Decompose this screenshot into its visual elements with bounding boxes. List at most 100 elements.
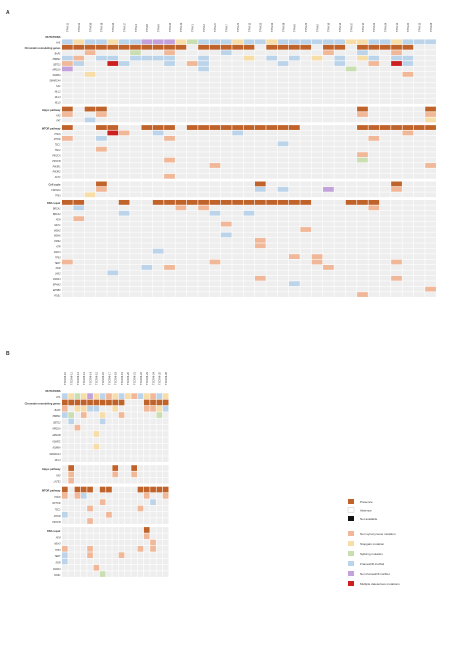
- cell-empty: [80, 437, 87, 444]
- cell-presence: [402, 44, 414, 50]
- cell-empty: [164, 117, 175, 123]
- cell-frameshift: [162, 405, 169, 412]
- cell-empty: [368, 71, 380, 77]
- cell-empty: [345, 168, 357, 174]
- cell-empty: [357, 275, 368, 281]
- cell-empty: [323, 281, 334, 287]
- cell-empty: [137, 527, 144, 533]
- cell-presence: [368, 125, 380, 130]
- cell-splicing: [186, 39, 198, 45]
- row-label-hippo-pathway: Hippo pathway: [42, 108, 61, 112]
- cell-empty: [93, 465, 100, 471]
- cell-frameshift: [209, 39, 221, 45]
- cell-empty: [164, 227, 175, 232]
- cell-empty: [357, 286, 368, 292]
- cell-non_synonymous: [106, 393, 112, 399]
- cell-empty: [96, 173, 107, 179]
- cell-empty: [93, 527, 100, 533]
- cell-empty: [87, 564, 93, 571]
- cell-empty: [334, 146, 346, 152]
- cell-empty: [391, 254, 402, 259]
- cell-empty: [345, 50, 357, 56]
- column-label: TPM-10: [361, 22, 365, 32]
- cell-empty: [125, 533, 131, 540]
- cell-empty: [130, 125, 141, 130]
- cell-presence: [143, 399, 150, 406]
- cell-empty: [107, 163, 119, 168]
- cell-empty: [266, 205, 278, 211]
- cell-frameshift: [62, 393, 68, 399]
- cell-empty: [334, 99, 346, 104]
- cell-empty: [152, 66, 164, 72]
- cell-empty: [84, 163, 96, 168]
- cell-empty: [141, 192, 153, 198]
- cell-empty: [357, 88, 368, 94]
- cell-empty: [311, 71, 323, 77]
- cell-empty: [391, 221, 402, 227]
- cell-empty: [379, 216, 391, 222]
- cell-empty: [84, 141, 96, 147]
- cell-empty: [368, 192, 380, 198]
- cell-empty: [391, 66, 402, 72]
- cell-empty: [220, 55, 232, 61]
- cell-empty: [130, 221, 141, 227]
- cell-empty: [425, 157, 436, 163]
- cell-empty: [118, 259, 130, 265]
- cell-frameshift: [150, 499, 156, 505]
- cell-empty: [152, 205, 164, 211]
- cell-empty: [62, 424, 68, 431]
- cell-empty: [289, 192, 300, 198]
- cell-empty: [368, 152, 380, 158]
- column-label: TSCRM-24: [151, 371, 155, 385]
- cell-empty: [62, 82, 73, 88]
- cell-empty: [141, 199, 153, 205]
- cell-empty: [413, 205, 425, 211]
- cell-empty: [125, 511, 131, 518]
- cell-empty: [277, 66, 289, 72]
- row-label-ephb6: EPHB6: [53, 290, 61, 292]
- cell-empty: [266, 181, 278, 187]
- cell-empty: [73, 210, 85, 216]
- cell-empty: [357, 181, 368, 187]
- cell-non_synonymous: [164, 173, 175, 179]
- cell-empty: [334, 227, 346, 232]
- cell-empty: [289, 232, 300, 238]
- cell-empty: [137, 539, 144, 546]
- cell-empty: [357, 205, 368, 211]
- cell-empty: [220, 210, 232, 216]
- legend-label-splicing-mutation: Splicing mutation: [360, 552, 383, 556]
- cell-frameshift: [402, 39, 414, 45]
- cell-empty: [243, 130, 255, 136]
- cell-empty: [391, 163, 402, 168]
- cell-empty: [277, 117, 289, 123]
- cell-empty: [254, 205, 266, 211]
- row-label-jak2: JAK2: [55, 273, 61, 276]
- cell-empty: [300, 192, 312, 198]
- cell-splicing: [130, 50, 141, 56]
- cell-empty: [118, 99, 130, 104]
- cell-empty: [277, 221, 289, 227]
- cell-empty: [162, 418, 169, 425]
- row-label-cdkn2a: CDKN2A: [51, 189, 61, 192]
- cell-empty: [125, 486, 131, 493]
- cell-empty: [334, 157, 346, 163]
- cell-empty: [73, 270, 85, 276]
- cell-empty: [289, 152, 300, 158]
- cell-empty: [379, 50, 391, 56]
- cell-empty: [357, 237, 368, 243]
- cell-empty: [143, 450, 150, 456]
- cell-empty: [141, 93, 153, 99]
- cell-empty: [266, 141, 278, 147]
- row-label-mutations: MUTATIONS: [45, 35, 60, 39]
- cell-empty: [402, 66, 414, 72]
- cell-empty: [209, 112, 221, 117]
- cell-empty: [107, 112, 119, 117]
- cell-empty: [232, 99, 243, 104]
- cell-empty: [323, 88, 334, 94]
- cell-empty: [243, 135, 255, 141]
- cell-empty: [357, 270, 368, 276]
- cell-splicing: [345, 66, 357, 72]
- cell-empty: [130, 216, 141, 222]
- cell-frameshift: [209, 210, 221, 216]
- cell-empty: [107, 82, 119, 88]
